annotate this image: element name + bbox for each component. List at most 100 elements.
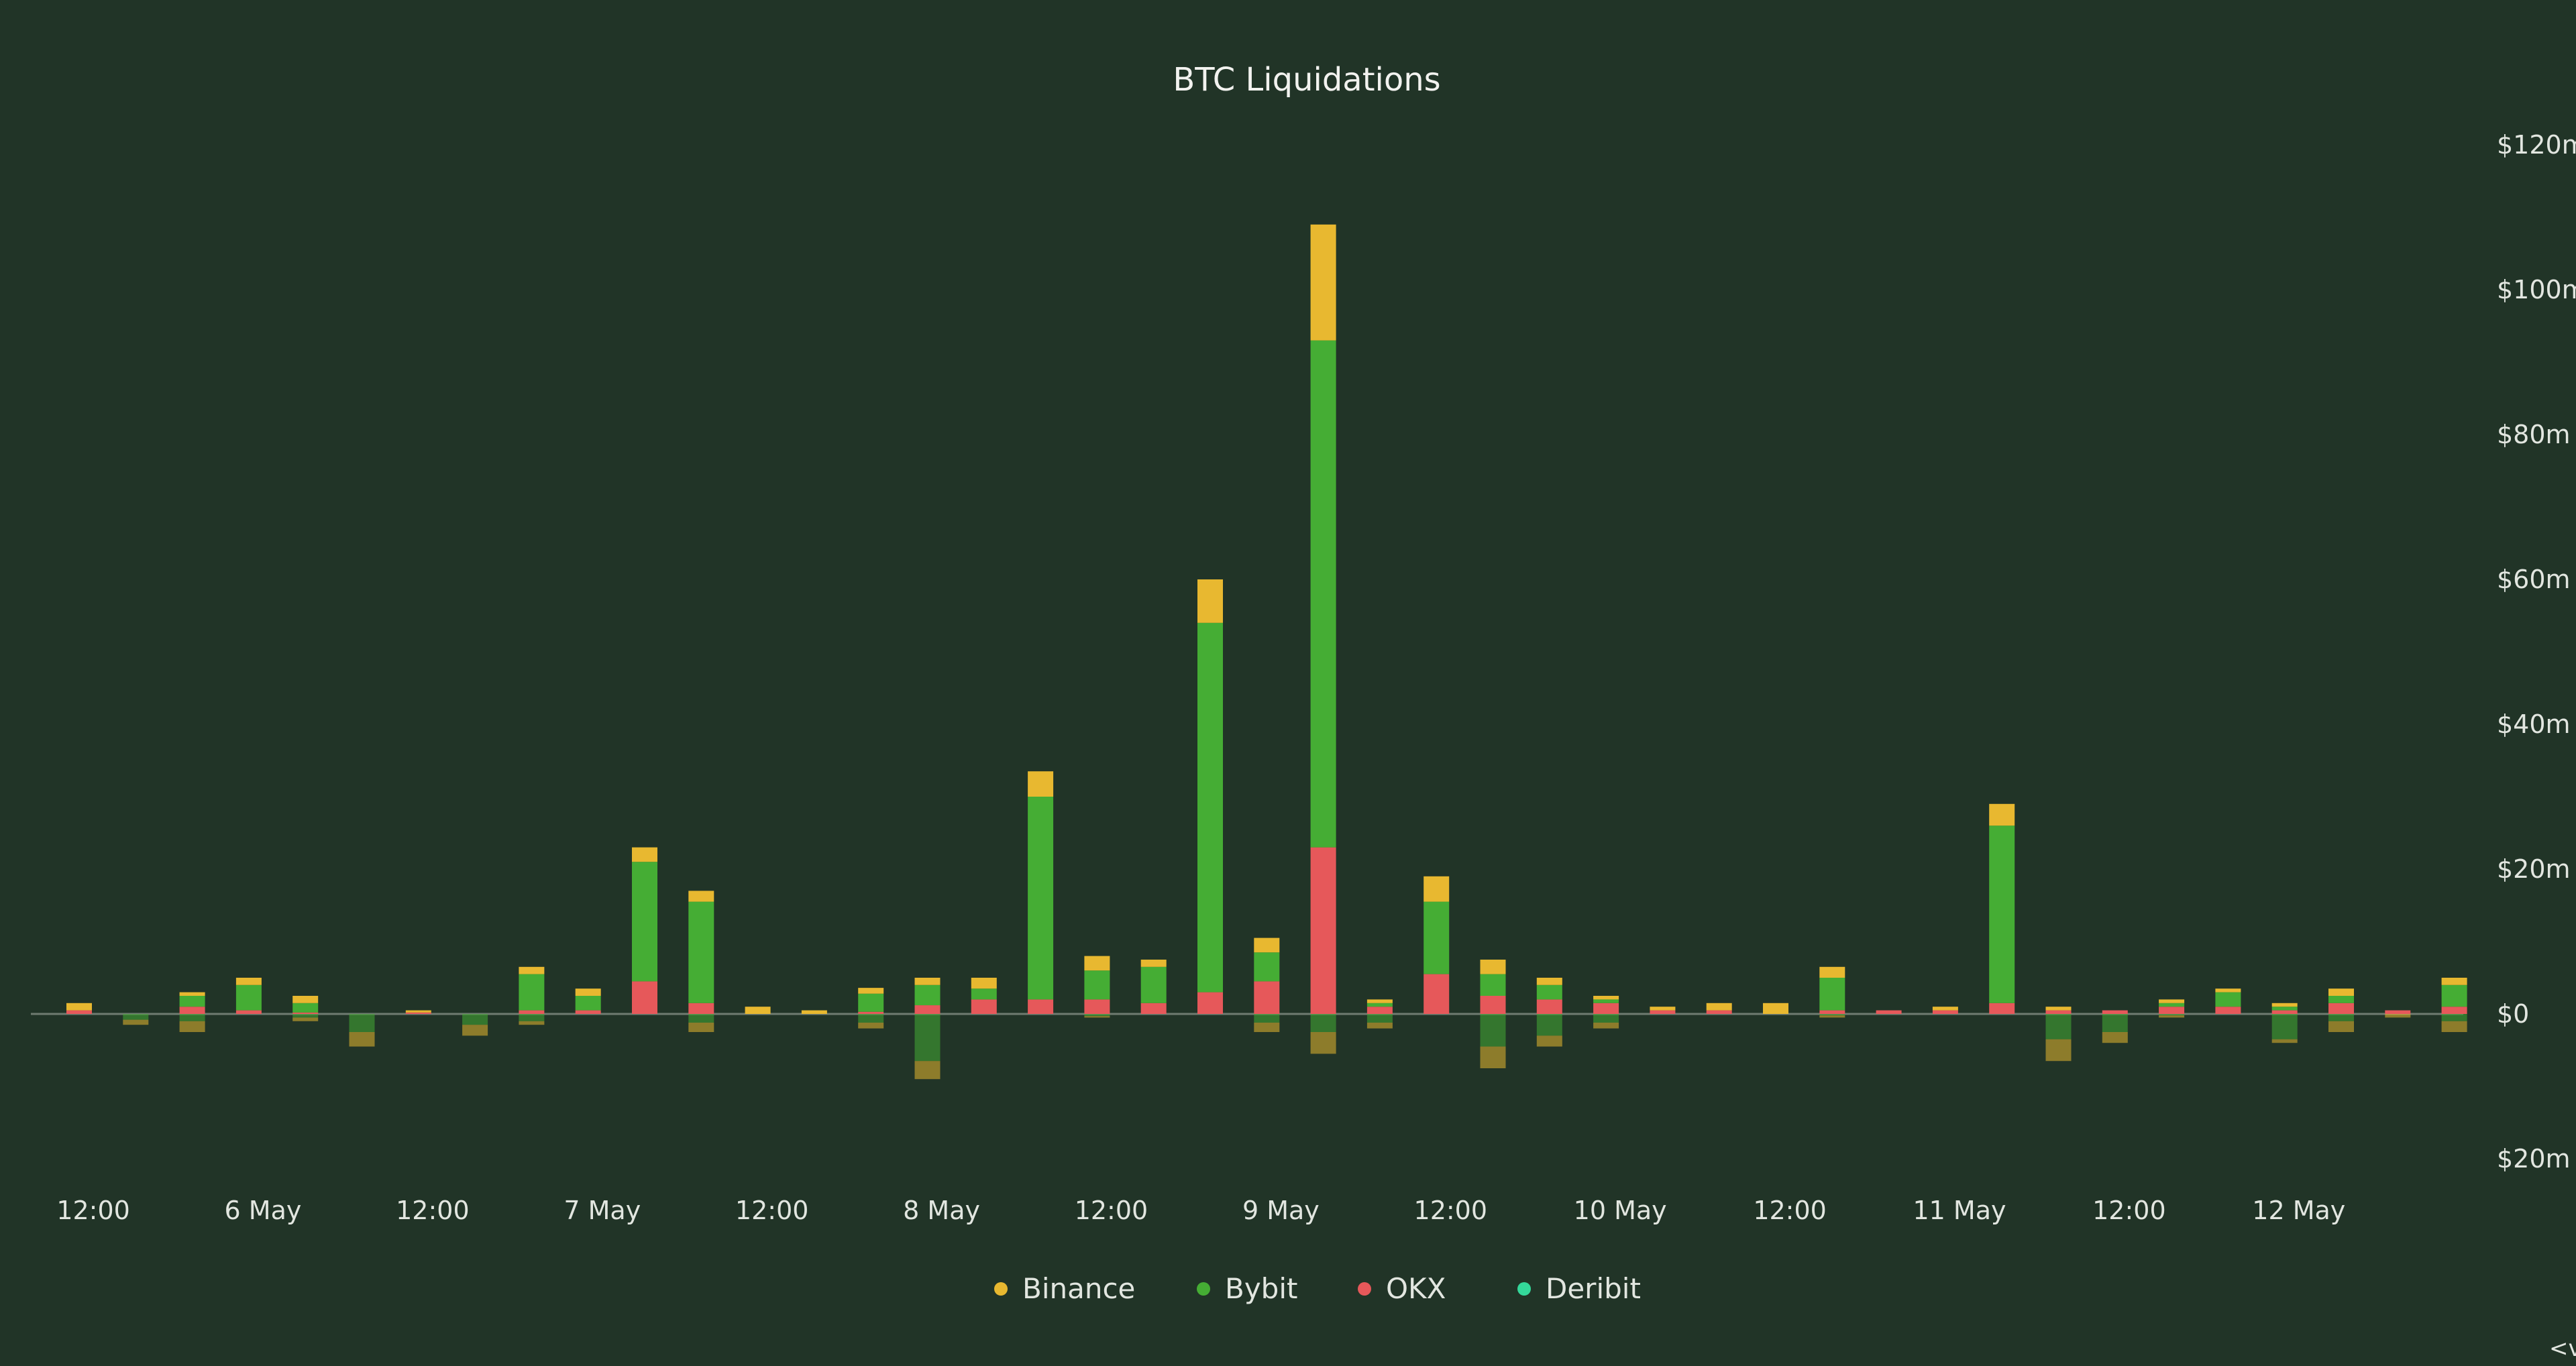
legend-label-okx[interactable]: OKX — [1386, 1272, 1446, 1305]
x-tick-label: 7 May — [564, 1196, 641, 1225]
bar-bybit-negative — [688, 1014, 714, 1023]
bar-bybit — [1480, 974, 1506, 996]
bar-binance — [745, 1007, 771, 1014]
bar-bybit — [1140, 966, 1167, 1003]
bar-bybit-negative — [914, 1014, 941, 1062]
bar-okx — [519, 1010, 545, 1014]
bar-binance — [1424, 876, 1450, 902]
bar-okx — [292, 1012, 319, 1014]
bar-bybit-negative — [1819, 1014, 1845, 1016]
y-tick-label: $40m — [2497, 709, 2571, 739]
bar-okx — [1366, 1007, 1393, 1014]
bar-binance — [858, 988, 884, 994]
bar-binance — [914, 978, 941, 985]
legend-label-binance[interactable]: Binance — [1022, 1272, 1135, 1305]
corner-label: <v — [2549, 1335, 2576, 1362]
bar-bybit — [292, 1003, 319, 1013]
x-tick-label: 9 May — [1242, 1196, 1320, 1225]
bar-bybit-negative — [1366, 1014, 1393, 1023]
bar-binance — [2215, 988, 2241, 992]
bar-binance — [1366, 999, 1393, 1003]
bar-bybit — [1536, 984, 1562, 1000]
bar-binance — [1084, 956, 1110, 971]
bar-bybit-negative — [349, 1014, 375, 1032]
bar-binance-negative — [688, 1022, 714, 1032]
bar-okx — [632, 981, 657, 1014]
legend-marker-binance — [994, 1282, 1008, 1296]
bar-binance — [405, 1010, 431, 1013]
bar-bybit — [1366, 1003, 1393, 1007]
bar-bybit-negative — [1310, 1014, 1336, 1032]
bar-binance — [1254, 937, 1280, 953]
bar-binance — [1310, 224, 1336, 341]
bar-bybit — [1197, 622, 1223, 992]
bars — [66, 224, 2467, 1080]
bar-okx — [1254, 981, 1280, 1014]
bar-binance-negative — [292, 1017, 319, 1021]
bar-bybit — [1424, 901, 1450, 974]
bar-okx — [1310, 847, 1336, 1014]
bar-bybit — [1310, 340, 1336, 848]
bar-bybit — [2441, 984, 2467, 1007]
bar-bybit — [1593, 999, 1619, 1003]
bar-bybit-negative — [1254, 1014, 1280, 1023]
bar-okx — [1706, 1010, 1732, 1014]
bar-okx — [2441, 1007, 2467, 1014]
legend-marker-deribit — [1517, 1282, 1531, 1296]
bar-bybit — [688, 901, 714, 1003]
legend-label-bybit[interactable]: Bybit — [1225, 1272, 1297, 1305]
bar-okx — [858, 1011, 884, 1014]
bar-okx — [1084, 999, 1110, 1014]
bar-bybit — [914, 984, 941, 1006]
bar-binance-negative — [2159, 1015, 2185, 1018]
bar-binance — [235, 978, 262, 985]
bar-bybit-negative — [2045, 1014, 2072, 1039]
bar-binance — [688, 891, 714, 902]
legend-label-deribit[interactable]: Deribit — [1546, 1272, 1641, 1305]
bar-binance — [1763, 1003, 1788, 1014]
bar-binance-negative — [349, 1032, 375, 1047]
bar-bybit — [1989, 826, 2015, 1003]
bar-binance — [1028, 771, 1054, 797]
bar-bybit-negative — [2102, 1014, 2128, 1032]
bar-binance-negative — [1536, 1035, 1562, 1047]
bar-bybit-negative — [1084, 1014, 1110, 1017]
bar-binance — [1197, 579, 1223, 623]
bar-binance — [971, 978, 997, 989]
bar-binance — [66, 1003, 92, 1011]
x-tick-label: 12:00 — [2092, 1196, 2166, 1225]
bar-okx — [1140, 1003, 1167, 1014]
bar-binance-negative — [2271, 1039, 2298, 1043]
bar-binance — [2441, 978, 2467, 985]
bar-okx — [971, 999, 997, 1014]
bar-bybit — [519, 974, 545, 1011]
bar-bybit-negative — [1536, 1014, 1562, 1036]
bar-binance — [1536, 978, 1562, 985]
bar-binance — [2045, 1007, 2072, 1011]
y-tick-label: $0 — [2497, 999, 2529, 1029]
bar-okx — [1536, 999, 1562, 1014]
bar-bybit-negative — [2159, 1014, 2185, 1016]
bar-binance — [1989, 803, 2015, 826]
bar-binance-negative — [1310, 1032, 1336, 1054]
bar-okx — [2045, 1010, 2072, 1014]
x-axis: 12:00 6 May 12:00 7 May 12:00 8 May 12:00 9 May… — [56, 1196, 2345, 1225]
legend-marker-bybit — [1197, 1282, 1210, 1296]
chart-title: BTC Liquidations — [1173, 61, 1440, 99]
bar-okx — [66, 1010, 92, 1014]
bar-okx — [1593, 1003, 1619, 1014]
bar-okx — [235, 1010, 262, 1014]
bar-binance — [1593, 996, 1619, 1000]
x-tick-label: 10 May — [1574, 1196, 1667, 1225]
bar-bybit-negative — [123, 1014, 149, 1020]
bar-bybit-negative — [1480, 1014, 1506, 1047]
bar-bybit — [2328, 996, 2354, 1003]
bar-bybit — [2215, 992, 2241, 1007]
bar-binance — [575, 988, 601, 996]
y-tick-label: $100m — [2497, 275, 2576, 304]
y-tick-label: $80m — [2497, 420, 2571, 449]
legend: Binance Bybit OKX Deribit — [994, 1272, 1641, 1305]
bar-bybit — [575, 996, 601, 1011]
